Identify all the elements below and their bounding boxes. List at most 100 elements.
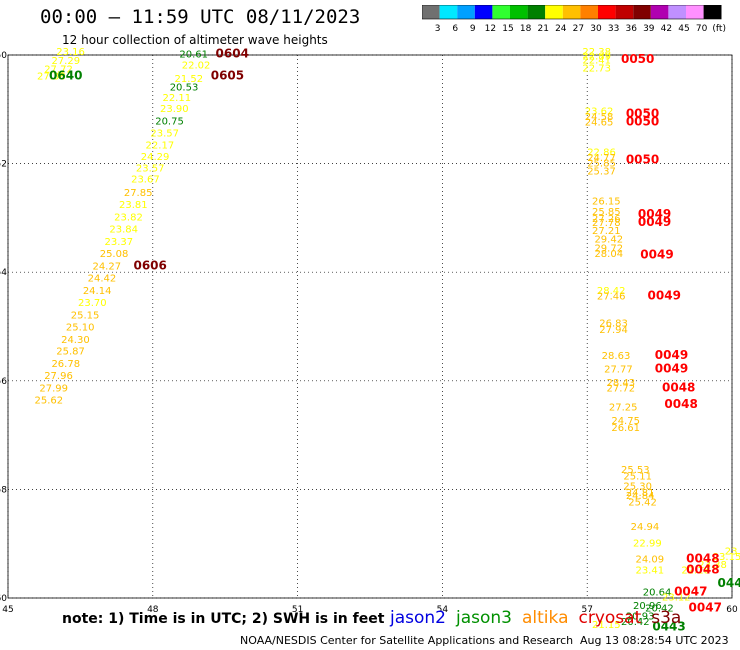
swh-value: 27.85 [124, 188, 153, 199]
swh-value: 24.94 [631, 522, 660, 533]
scale-label: 12 [485, 24, 496, 34]
swh-value: 24.14 [83, 286, 112, 297]
swh-value: 24.09 [635, 555, 664, 566]
scale-swatch [686, 5, 704, 19]
swh-value: 22.89 [582, 51, 611, 62]
swh-value: 24.29 [141, 152, 170, 163]
swh-value: 24.75 [611, 416, 640, 427]
scale-label: 70 [696, 24, 708, 34]
footer-timestamp: Aug 13 08:28:54 UTC 2023 [580, 634, 729, 647]
swh-value: 21.52 [175, 74, 204, 85]
pass-time-label: 0605 [211, 68, 244, 82]
scale-swatch [633, 5, 651, 19]
swh-value: 22.17 [146, 140, 175, 151]
swh-value: 29.72 [594, 244, 623, 255]
swh-value: 25.85 [592, 207, 621, 218]
swh-value: 23.41 [635, 566, 664, 577]
swh-value: 25.62 [35, 396, 64, 407]
swh-value: 24.77 [587, 153, 616, 164]
scale-label: 15 [502, 24, 513, 34]
swh-value: 25.53 [621, 465, 650, 476]
scale-swatch [615, 5, 634, 19]
swh-value: 23.82 [114, 213, 143, 224]
pass-time-label: 0606 [133, 258, 166, 272]
pass-time-label: 0048 [686, 563, 719, 577]
swh-value: 20.64 [643, 587, 672, 598]
swh-value: 23.67 [131, 175, 160, 186]
scale-swatch [492, 5, 510, 19]
scale-label: 27 [573, 24, 584, 34]
swh-value: 24.30 [61, 335, 90, 346]
swh-value: 21.15 [592, 620, 621, 631]
scale-swatch [439, 5, 458, 19]
swh-value: 27.99 [39, 384, 68, 395]
pass-time-label: 0049 [638, 215, 671, 229]
swh-value: 20.61 [179, 50, 208, 61]
page-title: 00:00 — 11:59 UTC 08/11/2023 [40, 6, 361, 28]
swh-value: 23.12 [662, 593, 691, 604]
y-tick-label: -56 [0, 377, 7, 387]
swh-value: 23.84 [109, 225, 138, 236]
swh-value: 22.11 [162, 93, 191, 104]
swh-value: 27.77 [604, 365, 633, 376]
swh-value: 20.42 [621, 617, 650, 628]
scale-label: 45 [678, 24, 689, 34]
page-subtitle: 12 hour collection of altimeter wave hei… [62, 33, 328, 47]
scale-label: 42 [661, 24, 672, 34]
swh-value: 28.63 [602, 351, 631, 362]
swh-value: 24.27 [92, 261, 121, 272]
pass-time-label: 0047 [689, 601, 722, 615]
pass-time-label: 0050 [626, 106, 659, 120]
x-tick-label: 45 [2, 605, 13, 615]
swh-value: 29.42 [594, 234, 623, 245]
swh-value: 27.29 [51, 56, 80, 67]
scale-label: 36 [625, 24, 637, 34]
pass-time-label: 0049 [655, 348, 688, 362]
swh-value: 27.78 [592, 218, 621, 229]
swh-value: 27.72 [607, 384, 636, 395]
swh-value: 27.96 [44, 371, 73, 382]
scale-label: 30 [590, 24, 602, 34]
swh-value: 22.38 [582, 47, 611, 58]
swh-value: 22.73 [582, 63, 611, 74]
swh-value: 26.83 [599, 319, 628, 330]
y-tick-label: -60 [0, 594, 7, 604]
swh-value: 23.1 [725, 547, 740, 558]
y-tick-label: -54 [0, 268, 7, 278]
pass-time-label: 0049 [640, 248, 673, 262]
swh-value: 26.78 [51, 359, 80, 370]
swh-value: 27.26 [592, 214, 621, 225]
swh-value: 22.02 [182, 61, 211, 72]
scale-frame [422, 5, 722, 20]
swh-value: 26.15 [592, 196, 621, 207]
swh-value: 22.99 [633, 538, 662, 549]
scale-label: 39 [643, 24, 655, 34]
swh-value: 23.15 [713, 552, 740, 563]
x-tick-label: 48 [147, 605, 159, 615]
pass-time-label: 0047 [674, 584, 707, 598]
pass-time-label: 0050 [621, 52, 654, 66]
scale-label: 6 [452, 24, 458, 34]
x-tick-label: 57 [581, 605, 592, 615]
satellite-legend: jason2 jason3 altika cryosat s3a [390, 608, 691, 628]
pass-time-label: 0048 [664, 397, 697, 411]
swh-value: 28.43 [607, 378, 636, 389]
swh-value: 20.93 [626, 612, 655, 623]
scale-swatch [457, 5, 475, 19]
scale-swatch [668, 5, 686, 19]
scale-swatch [422, 5, 440, 19]
scale-label: 21 [537, 24, 548, 34]
scale-swatch [510, 5, 528, 19]
swh-value: 24.58 [585, 112, 614, 123]
swh-value: 20.53 [170, 82, 199, 93]
swh-value: 22.86 [587, 147, 616, 158]
swh-value: 23.81 [119, 200, 148, 211]
swh-value: 20.75 [155, 117, 184, 128]
y-tick-label: -50 [0, 51, 7, 61]
footer-credit: NOAA/NESDIS Center for Satellite Applica… [240, 634, 574, 647]
swh-value: 24.65 [585, 118, 614, 129]
swh-value: 23.57 [150, 128, 179, 139]
pass-time-label: 0050 [626, 153, 659, 167]
swh-value: 27.38 [37, 71, 66, 82]
y-tick-label: -52 [0, 160, 7, 170]
